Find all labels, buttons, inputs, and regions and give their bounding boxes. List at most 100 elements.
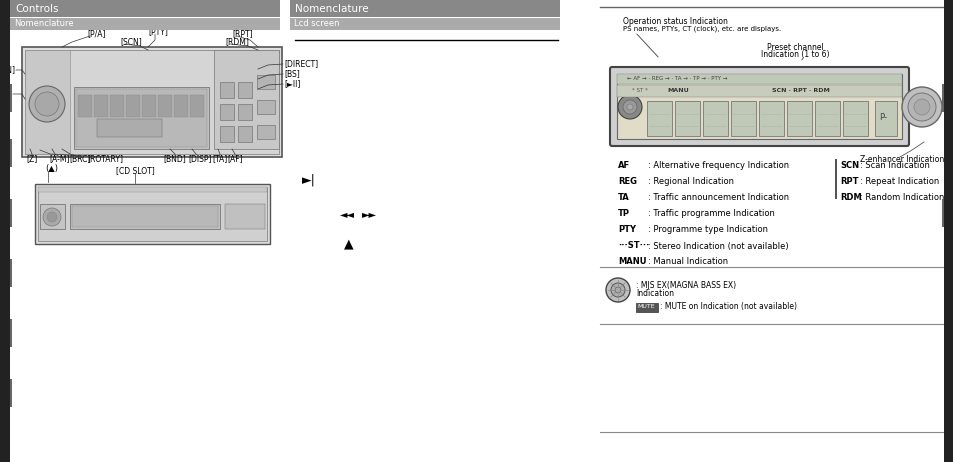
Text: [A-M]: [A-M] <box>50 154 71 164</box>
Text: : Programme type Indication: : Programme type Indication <box>647 225 767 235</box>
Bar <box>40 204 65 229</box>
Bar <box>110 95 124 117</box>
Text: : MJS EX(MAGNA BASS EX): : MJS EX(MAGNA BASS EX) <box>636 281 736 291</box>
Text: [PTY]: [PTY] <box>148 28 168 36</box>
Bar <box>71 206 218 227</box>
Text: [TA]: [TA] <box>213 154 228 164</box>
Text: REG: REG <box>618 177 637 187</box>
Text: RDM: RDM <box>840 194 861 202</box>
Text: [DIRECT]: [DIRECT] <box>284 60 317 68</box>
Text: PS names, PTYs, CT (clock), etc. are displays.: PS names, PTYs, CT (clock), etc. are dis… <box>622 26 781 32</box>
Bar <box>0 319 12 347</box>
Bar <box>0 199 12 227</box>
Text: MANU: MANU <box>666 89 688 93</box>
Text: [P/A]: [P/A] <box>87 30 106 38</box>
Circle shape <box>615 287 620 293</box>
Bar <box>842 101 867 136</box>
Bar <box>237 82 252 98</box>
Text: : Regional Indication: : Regional Indication <box>647 177 733 187</box>
Text: [DISP]: [DISP] <box>188 154 212 164</box>
Text: Operation status Indication: Operation status Indication <box>622 18 727 26</box>
Bar <box>190 95 204 117</box>
Bar <box>220 82 233 98</box>
Bar <box>74 87 209 149</box>
Bar <box>646 101 671 136</box>
Bar <box>0 259 12 287</box>
Text: [BND]: [BND] <box>164 154 186 164</box>
Text: * ST *: * ST * <box>631 89 647 93</box>
Text: : Traffic programme Indication: : Traffic programme Indication <box>647 209 774 219</box>
Text: ►|: ►| <box>302 174 315 187</box>
Bar <box>94 95 108 117</box>
Circle shape <box>35 92 59 116</box>
Bar <box>702 101 727 136</box>
Text: [BS]: [BS] <box>284 69 299 79</box>
Bar <box>943 0 953 462</box>
Circle shape <box>626 104 633 110</box>
Text: Preset channel: Preset channel <box>766 43 822 51</box>
Bar <box>38 187 267 241</box>
Text: : Stereo Indication (not available): : Stereo Indication (not available) <box>647 242 788 250</box>
Text: TA: TA <box>618 194 629 202</box>
Text: [CD SLOT]: [CD SLOT] <box>115 166 154 176</box>
Text: [ROTARY]: [ROTARY] <box>87 154 123 164</box>
Bar <box>256 75 274 89</box>
Circle shape <box>43 208 61 226</box>
Text: SCN: SCN <box>840 162 859 170</box>
Text: TP: TP <box>618 209 629 219</box>
Text: Nomenclature: Nomenclature <box>294 4 368 14</box>
Bar <box>834 159 836 199</box>
Text: [OPEN]: [OPEN] <box>0 66 15 74</box>
Circle shape <box>618 95 641 119</box>
Text: : Traffic announcement Indication: : Traffic announcement Indication <box>647 194 788 202</box>
Bar <box>786 101 811 136</box>
Bar <box>617 74 901 139</box>
Bar <box>10 18 280 30</box>
Text: [BRC]: [BRC] <box>70 154 91 164</box>
Circle shape <box>605 278 629 302</box>
Text: AF: AF <box>618 162 630 170</box>
Bar <box>941 84 953 112</box>
Circle shape <box>47 212 57 222</box>
Text: P-: P- <box>878 114 886 122</box>
Bar <box>142 95 156 117</box>
Circle shape <box>622 100 637 114</box>
Circle shape <box>29 86 65 122</box>
Bar <box>290 0 559 17</box>
Bar <box>256 125 274 139</box>
Bar <box>0 0 10 462</box>
Bar <box>173 95 188 117</box>
Text: : Repeat Indication: : Repeat Indication <box>859 177 939 187</box>
Text: Nomenclature: Nomenclature <box>14 19 73 29</box>
Text: SCN · RPT · RDM: SCN · RPT · RDM <box>771 89 829 93</box>
Bar <box>290 18 559 30</box>
Text: Indication (1 to 6): Indication (1 to 6) <box>760 49 828 59</box>
Text: ···ST···: ···ST··· <box>618 242 649 250</box>
Bar <box>35 184 270 244</box>
Bar <box>0 84 12 112</box>
Bar <box>675 101 700 136</box>
Text: [AF]: [AF] <box>227 154 243 164</box>
Bar <box>25 50 278 154</box>
Bar <box>38 187 267 192</box>
Text: ►►: ►► <box>361 209 376 219</box>
Text: MANU: MANU <box>618 257 646 267</box>
Text: [SCN]: [SCN] <box>120 37 142 47</box>
Text: [◄◄ ►►]: [◄◄ ►►] <box>0 90 12 98</box>
Text: ▲: ▲ <box>344 237 354 250</box>
Bar <box>0 139 12 167</box>
Text: MUTE: MUTE <box>637 304 654 310</box>
Bar <box>617 85 901 97</box>
Text: : Manual Indication: : Manual Indication <box>647 257 727 267</box>
Text: : Random Indication: : Random Indication <box>859 194 943 202</box>
Circle shape <box>907 93 935 121</box>
Text: [RDM]: [RDM] <box>225 37 249 47</box>
Bar <box>237 104 252 120</box>
Text: Indication: Indication <box>636 290 673 298</box>
Bar <box>636 303 658 312</box>
Text: PTY: PTY <box>618 225 636 235</box>
FancyBboxPatch shape <box>609 67 908 146</box>
Bar <box>874 101 896 136</box>
Text: Lcd screen: Lcd screen <box>294 19 339 29</box>
Text: (▲): (▲) <box>45 164 58 174</box>
